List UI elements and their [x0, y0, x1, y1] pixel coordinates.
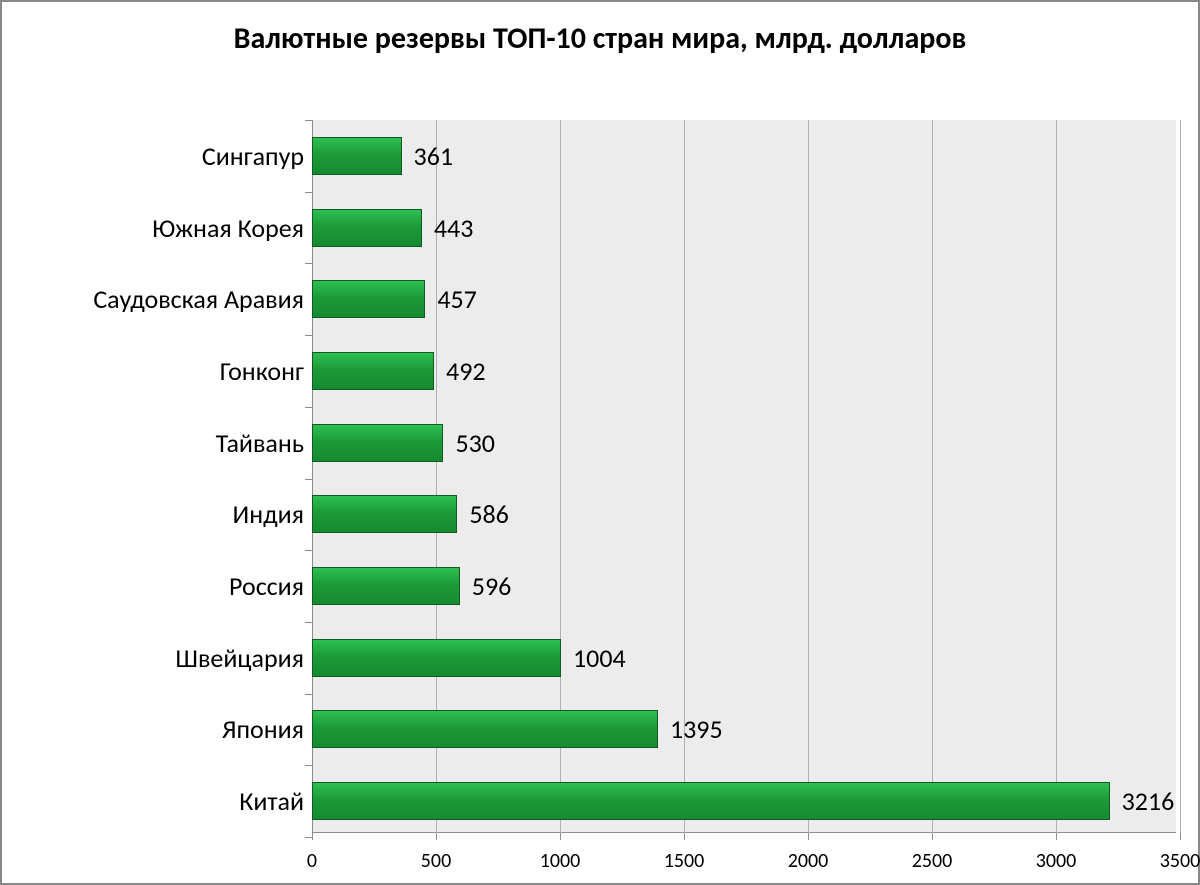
bar: [312, 495, 457, 533]
x-tick: [1056, 833, 1057, 840]
y-tick: [305, 837, 312, 838]
plot-area: 361 443 457 492 530 586 596 1004 1395 3216: [312, 120, 1176, 833]
bar: [312, 137, 402, 175]
x-tick-label: 1000: [540, 849, 581, 873]
bar-value-label: 3216: [1122, 785, 1175, 817]
y-tick: [305, 479, 312, 480]
y-axis-label: Сингапур: [202, 140, 304, 172]
y-tick: [305, 120, 312, 121]
y-tick: [305, 335, 312, 336]
x-tick-label: 500: [421, 849, 451, 873]
x-tick-label: 3000: [1036, 849, 1077, 873]
y-axis-label: Япония: [222, 713, 304, 745]
x-tick: [932, 833, 933, 840]
x-tick-label: 2000: [788, 849, 829, 873]
grid-line: [1180, 120, 1181, 833]
bar: [312, 782, 1110, 820]
bar-value-label: 530: [455, 427, 495, 459]
y-axis-label: Гонконг: [220, 355, 304, 387]
y-axis-label: Индия: [233, 498, 304, 530]
x-tick: [1180, 833, 1181, 840]
bar-value-label: 361: [414, 140, 454, 172]
bar-value-label: 596: [472, 570, 512, 602]
bar: [312, 280, 425, 318]
x-tick: [808, 833, 809, 840]
x-tick: [312, 833, 313, 840]
grid-line: [932, 120, 933, 833]
bar: [312, 710, 658, 748]
bar: [312, 567, 460, 605]
bar-value-label: 1004: [573, 642, 626, 674]
x-tick-label: 2500: [912, 849, 953, 873]
bar: [312, 424, 443, 462]
grid-line: [1056, 120, 1057, 833]
x-tick: [684, 833, 685, 840]
x-tick-label: 3500: [1160, 849, 1200, 873]
y-axis-label: Саудовская Аравия: [93, 283, 304, 315]
bar-value-label: 457: [437, 283, 477, 315]
y-axis-label: Швейцария: [175, 642, 304, 674]
bar: [312, 352, 434, 390]
x-tick: [436, 833, 437, 840]
y-tick: [305, 263, 312, 264]
bar-value-label: 443: [434, 212, 474, 244]
y-tick: [305, 192, 312, 193]
x-tick-label: 1500: [664, 849, 705, 873]
bar-value-label: 492: [446, 355, 486, 387]
y-axis-label: Китай: [239, 785, 304, 817]
y-tick: [305, 407, 312, 408]
chart-container: Валютные резервы ТОП-10 стран мира, млрд…: [0, 0, 1200, 885]
plot-wrapper: Сингапур Южная Корея Саудовская Аравия Гонк…: [2, 120, 1198, 833]
y-axis-labels: Сингапур Южная Корея Саудовская Аравия Гонк…: [2, 120, 312, 833]
y-axis-label: Тайвань: [216, 427, 304, 459]
x-axis-line: [312, 832, 1176, 833]
grid-line: [808, 120, 809, 833]
y-tick: [305, 765, 312, 766]
y-tick: [305, 694, 312, 695]
x-tick-label: 0: [307, 849, 317, 873]
y-axis-label: Южная Корея: [152, 212, 304, 244]
bar-value-label: 586: [469, 498, 509, 530]
x-tick: [560, 833, 561, 840]
y-tick: [305, 622, 312, 623]
y-tick: [305, 550, 312, 551]
bar: [312, 209, 422, 247]
y-axis-label: Россия: [229, 570, 304, 602]
bar: [312, 639, 561, 677]
chart-title: Валютные резервы ТОП-10 стран мира, млрд…: [2, 2, 1198, 58]
bar-value-label: 1395: [670, 713, 723, 745]
